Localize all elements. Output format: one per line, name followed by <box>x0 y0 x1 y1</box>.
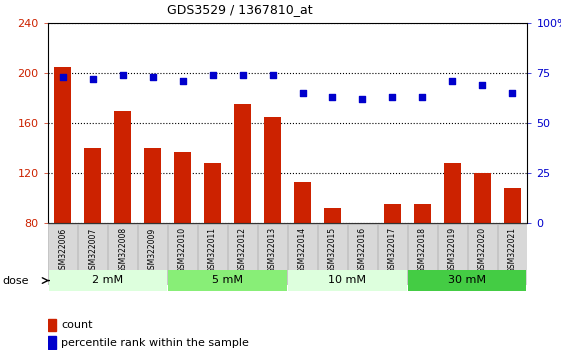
Bar <box>228 224 257 285</box>
Text: GSM322021: GSM322021 <box>508 227 517 273</box>
Text: GSM322007: GSM322007 <box>88 227 97 274</box>
Bar <box>498 224 527 285</box>
Bar <box>408 270 526 291</box>
Text: dose: dose <box>3 275 29 286</box>
Point <box>298 90 307 96</box>
Point <box>448 78 457 84</box>
Bar <box>354 223 371 323</box>
Bar <box>78 224 107 285</box>
Bar <box>144 148 161 323</box>
Bar <box>114 110 131 323</box>
Bar <box>234 104 251 323</box>
Bar <box>48 319 56 331</box>
Bar <box>438 224 467 285</box>
Text: GDS3529 / 1367810_at: GDS3529 / 1367810_at <box>167 3 312 16</box>
Bar <box>48 336 56 349</box>
Point <box>118 72 127 78</box>
Text: GSM322013: GSM322013 <box>268 227 277 274</box>
Bar <box>48 224 77 285</box>
Text: 10 mM: 10 mM <box>329 275 366 285</box>
Text: GSM322018: GSM322018 <box>418 227 427 273</box>
Text: count: count <box>61 320 93 330</box>
Text: GSM322009: GSM322009 <box>148 227 157 274</box>
Point <box>328 94 337 100</box>
Bar <box>444 163 461 323</box>
Point <box>358 96 367 102</box>
Text: GSM322010: GSM322010 <box>178 227 187 274</box>
Bar <box>198 224 227 285</box>
Point <box>418 94 427 100</box>
Point <box>148 74 157 80</box>
Bar <box>168 270 287 291</box>
Bar <box>348 224 377 285</box>
Point <box>58 74 67 80</box>
Text: GSM322011: GSM322011 <box>208 227 217 273</box>
Bar <box>408 224 437 285</box>
Text: 2 mM: 2 mM <box>92 275 123 285</box>
Bar <box>468 224 497 285</box>
Bar <box>264 117 280 323</box>
Point <box>238 72 247 78</box>
Bar <box>138 224 167 285</box>
Text: GSM322012: GSM322012 <box>238 227 247 273</box>
Bar <box>295 182 311 323</box>
Bar <box>49 270 167 291</box>
Point <box>88 76 97 82</box>
Bar <box>84 148 101 323</box>
Point <box>178 78 187 84</box>
Bar <box>324 208 341 323</box>
Text: GSM322016: GSM322016 <box>358 227 367 274</box>
Bar <box>288 224 317 285</box>
Bar <box>288 270 407 291</box>
Text: GSM322020: GSM322020 <box>478 227 487 274</box>
Text: 30 mM: 30 mM <box>448 275 486 285</box>
Text: GSM322008: GSM322008 <box>118 227 127 274</box>
Text: GSM322019: GSM322019 <box>448 227 457 274</box>
Point <box>478 82 487 88</box>
Bar <box>54 67 71 323</box>
Text: 5 mM: 5 mM <box>212 275 243 285</box>
Bar <box>258 224 287 285</box>
Bar <box>378 224 407 285</box>
Text: GSM322015: GSM322015 <box>328 227 337 274</box>
Point <box>388 94 397 100</box>
Bar <box>384 204 401 323</box>
Bar <box>108 224 137 285</box>
Text: GSM322006: GSM322006 <box>58 227 67 274</box>
Text: percentile rank within the sample: percentile rank within the sample <box>61 338 249 348</box>
Bar <box>474 173 491 323</box>
Point <box>268 72 277 78</box>
Point <box>508 90 517 96</box>
Point <box>208 72 217 78</box>
Bar <box>504 188 521 323</box>
Bar <box>174 152 191 323</box>
Bar <box>168 224 197 285</box>
Text: GSM322017: GSM322017 <box>388 227 397 274</box>
Bar <box>318 224 347 285</box>
Bar <box>204 163 221 323</box>
Text: GSM322014: GSM322014 <box>298 227 307 274</box>
Bar <box>414 204 431 323</box>
